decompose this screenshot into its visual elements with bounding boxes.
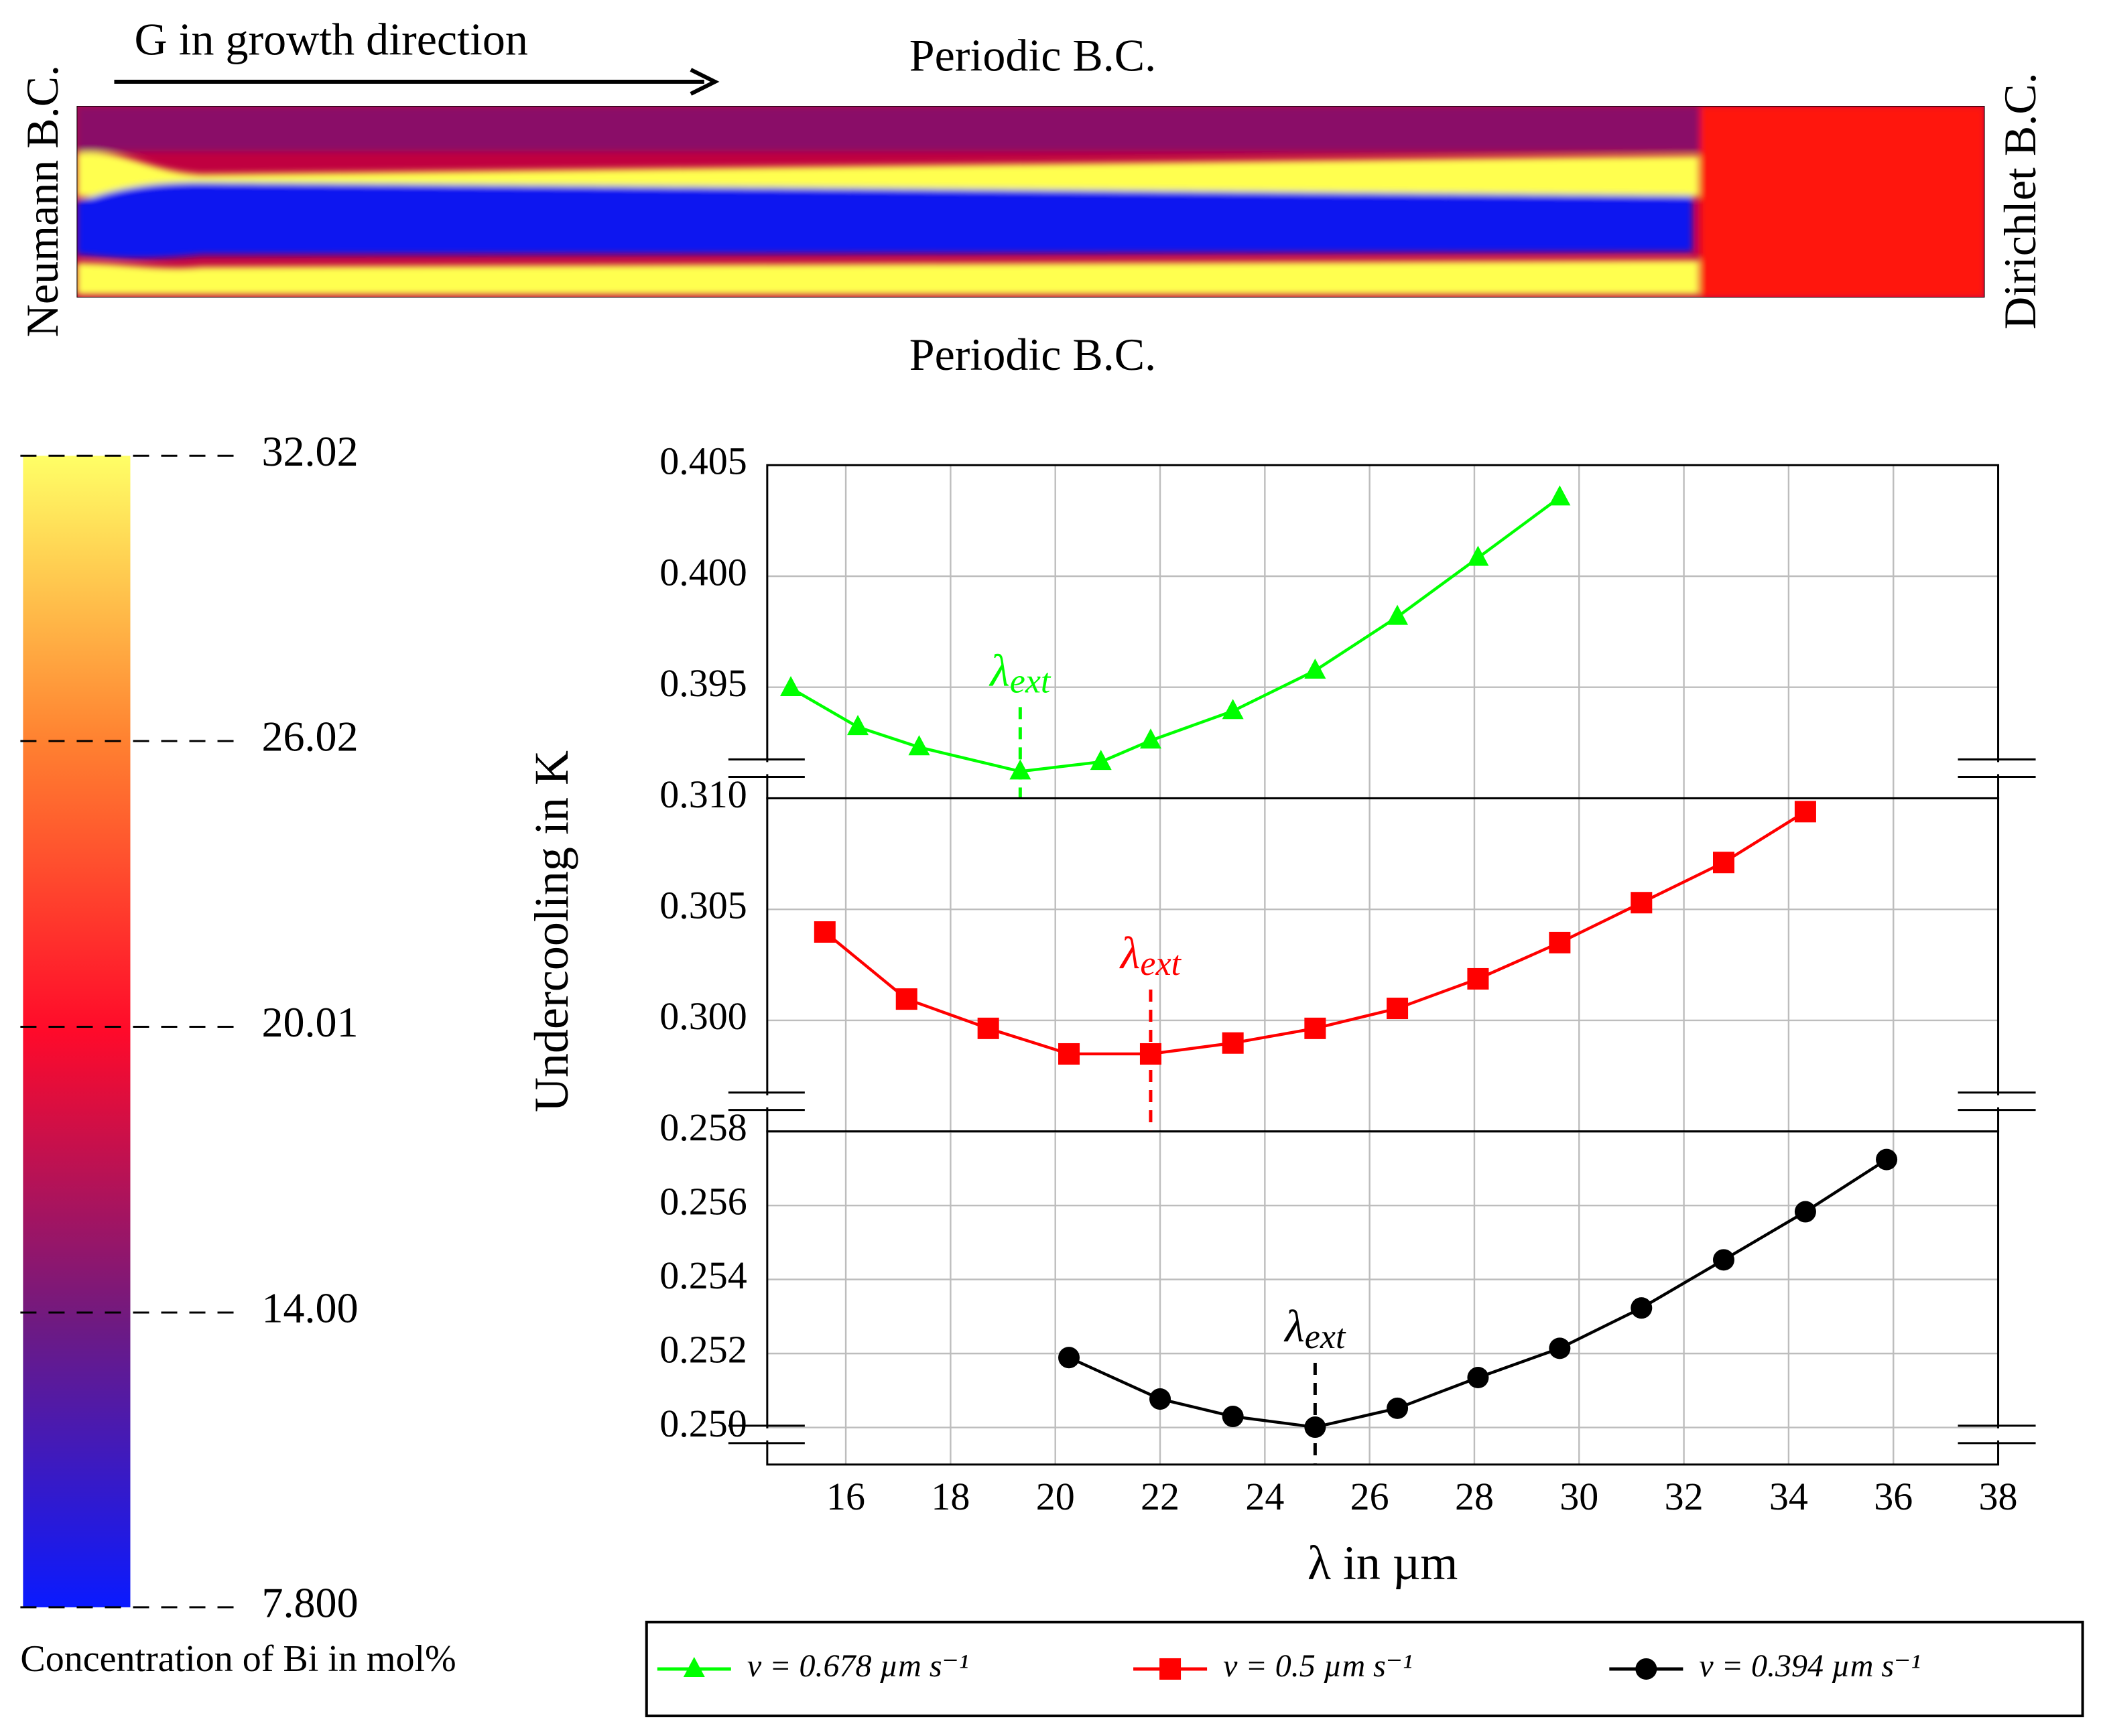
- x-tick-label: 22: [1141, 1475, 1180, 1518]
- marker: [908, 735, 930, 756]
- annotation-subscript: ext: [1305, 1318, 1346, 1356]
- axis-break-gap: [1991, 1428, 2002, 1441]
- marker: [1058, 1347, 1080, 1369]
- legend-label: v = 0.678 µm s⁻¹: [747, 1648, 968, 1684]
- annotation-symbol: λ: [1119, 927, 1140, 978]
- legend-marker: [1635, 1658, 1657, 1680]
- annotation: λext: [989, 645, 1052, 700]
- annotation-subscript: ext: [1140, 945, 1182, 983]
- y-tick-label: 0.256: [659, 1179, 747, 1223]
- y-tick-label: 0.250: [659, 1402, 747, 1445]
- annotation-subscript: ext: [1010, 662, 1052, 700]
- arrow-head: [690, 68, 720, 96]
- marker: [1549, 931, 1571, 953]
- annotation: λext: [1283, 1300, 1346, 1356]
- marker: [1467, 545, 1489, 566]
- colorbar-tick-label: 32.02: [262, 427, 359, 475]
- marker: [1387, 1397, 1409, 1419]
- x-tick-label: 30: [1559, 1475, 1598, 1518]
- plot-frame: [766, 797, 2000, 1133]
- annotation-symbol: λ: [989, 645, 1009, 695]
- colorbar-tick-label: 14.00: [262, 1284, 359, 1332]
- marker: [977, 1017, 999, 1039]
- y-tick-label: 0.400: [659, 550, 747, 594]
- x-tick-label: 18: [931, 1475, 970, 1518]
- annotation-symbol: λ: [1283, 1300, 1304, 1351]
- x-tick-label: 16: [826, 1475, 865, 1518]
- marker: [847, 715, 869, 736]
- bc-label: Periodic B.C.: [909, 30, 1156, 81]
- colorbar: [23, 456, 131, 1607]
- axis-break-gap: [1991, 762, 2002, 775]
- marker: [1712, 1249, 1735, 1271]
- marker: [1090, 750, 1112, 771]
- marker: [1058, 1043, 1080, 1065]
- colorbar-tick-label: 7.800: [262, 1579, 359, 1627]
- arrow-label: G in growth direction: [134, 14, 527, 65]
- plot-frame: [766, 464, 2000, 799]
- marker: [1149, 1388, 1171, 1410]
- marker: [1712, 852, 1735, 874]
- marker: [1549, 1337, 1571, 1359]
- x-axis-label: λ in µm: [1308, 1536, 1458, 1589]
- bc-label: Dirichlet B.C.: [1994, 72, 2045, 330]
- bc-label: Periodic B.C.: [909, 329, 1156, 380]
- x-tick-label: 32: [1665, 1475, 1704, 1518]
- y-tick-label: 0.310: [659, 773, 747, 816]
- x-tick-label: 28: [1455, 1475, 1494, 1518]
- axis-break-gap: [761, 1428, 773, 1441]
- marker: [1139, 728, 1161, 749]
- y-tick-label: 0.252: [659, 1327, 747, 1371]
- y-tick-label: 0.254: [659, 1254, 747, 1297]
- marker: [814, 921, 836, 943]
- marker: [1387, 998, 1409, 1020]
- axis-break-gap: [761, 762, 773, 775]
- x-tick-label: 24: [1245, 1475, 1284, 1518]
- marker: [1222, 1406, 1244, 1428]
- y-tick-label: 0.405: [659, 440, 747, 483]
- legend-label: v = 0.394 µm s⁻¹: [1699, 1648, 1920, 1684]
- legend-marker: [683, 1656, 705, 1677]
- marker: [895, 988, 917, 1010]
- marker: [1631, 892, 1653, 914]
- x-tick-label: 34: [1769, 1475, 1808, 1518]
- x-tick-label: 26: [1350, 1475, 1389, 1518]
- x-tick-label: 38: [1979, 1475, 2018, 1518]
- legend-label: v = 0.5 µm s⁻¹: [1223, 1648, 1412, 1684]
- marker: [1794, 801, 1816, 823]
- marker: [1222, 699, 1244, 720]
- data-line: [824, 810, 1807, 1056]
- marker: [1222, 1032, 1244, 1054]
- plot-frame: [766, 1130, 2000, 1466]
- data-line: [789, 496, 1561, 773]
- legend-marker: [1159, 1658, 1182, 1680]
- y-tick-label: 0.300: [659, 994, 747, 1038]
- simulation-field: [76, 106, 1985, 298]
- marker: [780, 676, 802, 697]
- colorbar-tick-label: 20.01: [262, 998, 359, 1046]
- annotation: λext: [1119, 927, 1182, 983]
- marker: [1467, 967, 1489, 990]
- marker: [1387, 604, 1409, 625]
- y-axis-label: Undercooling in K: [525, 750, 578, 1112]
- y-tick-label: 0.305: [659, 884, 747, 927]
- bc-label: Neumann B.C.: [17, 65, 68, 337]
- axis-break-gap: [761, 1095, 773, 1108]
- legend-box: [645, 1620, 2084, 1717]
- marker: [1549, 485, 1571, 506]
- marker: [1876, 1148, 1898, 1171]
- colorbar-label: Concentration of Bi in mol%: [20, 1638, 456, 1680]
- marker: [1304, 1017, 1326, 1039]
- marker: [1467, 1367, 1489, 1389]
- x-tick-label: 36: [1874, 1475, 1913, 1518]
- colorbar-tick-label: 26.02: [262, 713, 359, 760]
- x-tick-label: 20: [1036, 1475, 1075, 1518]
- y-tick-label: 0.395: [659, 661, 747, 705]
- marker: [1631, 1297, 1653, 1319]
- axis-break-gap: [1991, 1095, 2002, 1108]
- y-tick-label: 0.258: [659, 1106, 747, 1149]
- marker: [1304, 658, 1326, 679]
- marker: [1794, 1201, 1816, 1223]
